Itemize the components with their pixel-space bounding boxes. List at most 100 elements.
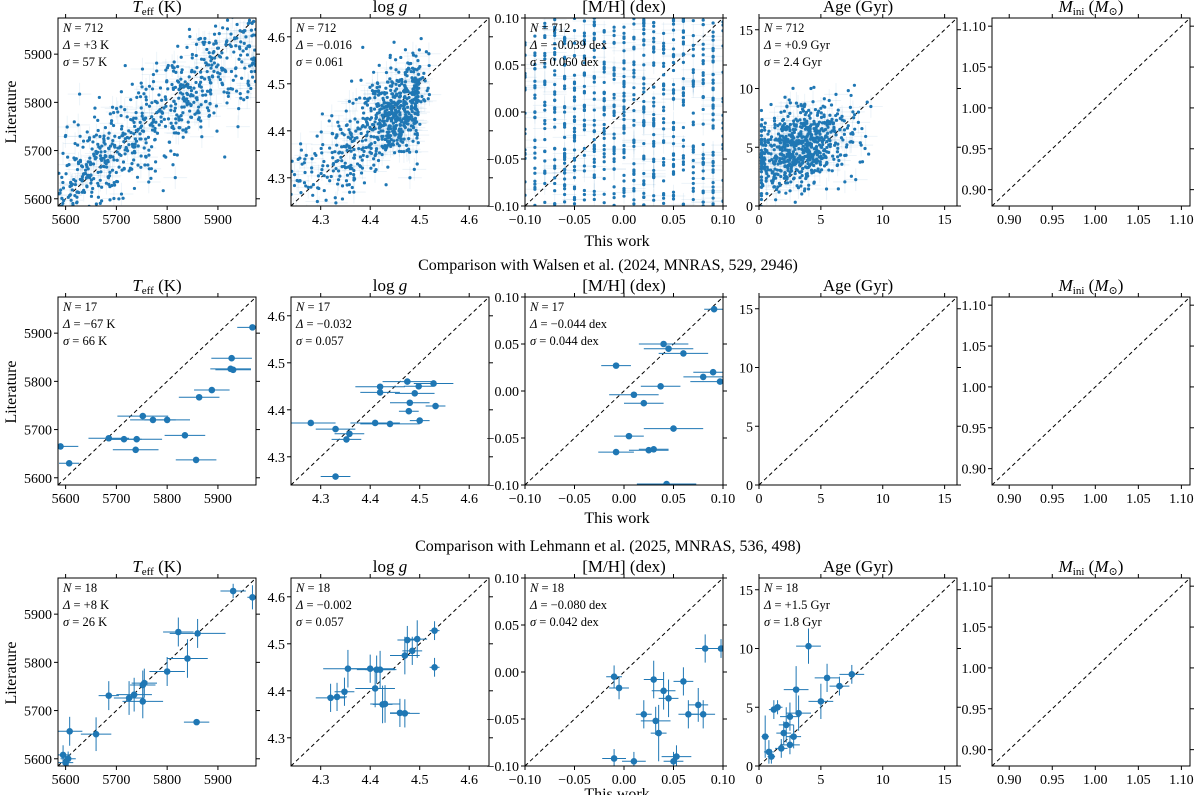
data-point (764, 143, 768, 147)
data-point (325, 175, 329, 179)
data-point (388, 111, 392, 115)
data-point (94, 133, 98, 137)
data-point (326, 164, 330, 168)
data-point (334, 159, 338, 164)
data-point (223, 68, 227, 72)
data-point (368, 143, 372, 147)
data-point (834, 141, 838, 145)
data-point (808, 124, 812, 128)
data-point (151, 72, 156, 77)
data-point (310, 157, 314, 161)
data-point (794, 117, 798, 121)
data-point (99, 170, 103, 174)
data-point (701, 176, 705, 181)
data-point (800, 180, 804, 184)
y-tick-label: 5700 (24, 145, 52, 160)
data-point (812, 119, 816, 123)
data-point (843, 180, 847, 184)
data-point (553, 164, 557, 168)
data-point (150, 145, 154, 149)
data-point (582, 146, 587, 151)
data-point (592, 164, 596, 169)
data-point (592, 137, 596, 142)
data-point (582, 169, 587, 173)
data-point (773, 172, 777, 176)
plot-area (58, 297, 256, 485)
data-point (807, 108, 811, 112)
data-point (365, 133, 369, 137)
data-point (813, 107, 818, 112)
data-point (77, 92, 82, 96)
data-point (652, 21, 656, 25)
data-point (582, 153, 587, 157)
data-point (181, 111, 185, 115)
data-point (372, 135, 376, 139)
data-point (856, 110, 861, 114)
data-point (804, 110, 809, 115)
data-point (327, 119, 331, 123)
data-point (533, 156, 537, 160)
data-point (302, 181, 307, 185)
data-point (782, 154, 786, 158)
data-point (622, 179, 626, 183)
data-point (602, 91, 606, 95)
data-point (533, 62, 537, 67)
data-point (592, 108, 596, 112)
data-point (622, 59, 626, 63)
data-point (132, 446, 139, 454)
data-point (180, 68, 184, 72)
data-point (792, 142, 796, 146)
y-tick-label: 5700 (24, 424, 52, 439)
data-point (671, 47, 676, 51)
data-point (405, 148, 409, 153)
data-point (383, 113, 387, 117)
y-tick-label: 1.00 (962, 102, 987, 117)
data-point (151, 117, 156, 122)
data-point (245, 53, 250, 57)
data-point (772, 143, 776, 147)
data-point (592, 74, 596, 79)
data-point (612, 92, 616, 97)
data-point (209, 92, 213, 96)
data-point (533, 67, 537, 71)
data-point (801, 144, 805, 148)
data-point (171, 163, 175, 167)
data-point (335, 143, 339, 147)
data-point (793, 200, 797, 204)
data-point (199, 70, 203, 74)
data-point (140, 129, 145, 133)
data-point (321, 143, 325, 147)
data-point (71, 201, 75, 206)
data-point (164, 68, 168, 72)
data-point (379, 129, 383, 133)
data-point (836, 146, 840, 150)
data-point (410, 115, 414, 119)
data-point (408, 150, 412, 154)
data-point (423, 99, 427, 103)
data-point (249, 86, 253, 91)
data-point (385, 95, 389, 100)
data-point (375, 104, 379, 108)
data-point (155, 61, 159, 65)
data-point (787, 98, 791, 102)
data-point (246, 90, 250, 94)
data-point (363, 117, 368, 121)
data-point (195, 393, 203, 401)
data-point (411, 87, 416, 91)
data-point (133, 435, 140, 443)
data-point (761, 166, 765, 170)
data-point (337, 124, 341, 128)
data-point (804, 177, 808, 181)
y-tick-label: 4.3 (268, 172, 286, 187)
data-point (117, 197, 121, 201)
data-point (662, 127, 666, 131)
data-point (363, 96, 367, 100)
data-point (767, 129, 771, 133)
data-point (136, 144, 140, 148)
data-point (415, 80, 419, 84)
data-point (232, 50, 236, 54)
data-point (671, 127, 676, 132)
data-point (783, 122, 787, 126)
data-point (632, 18, 636, 21)
x-tick-label: 4.4 (361, 213, 379, 228)
